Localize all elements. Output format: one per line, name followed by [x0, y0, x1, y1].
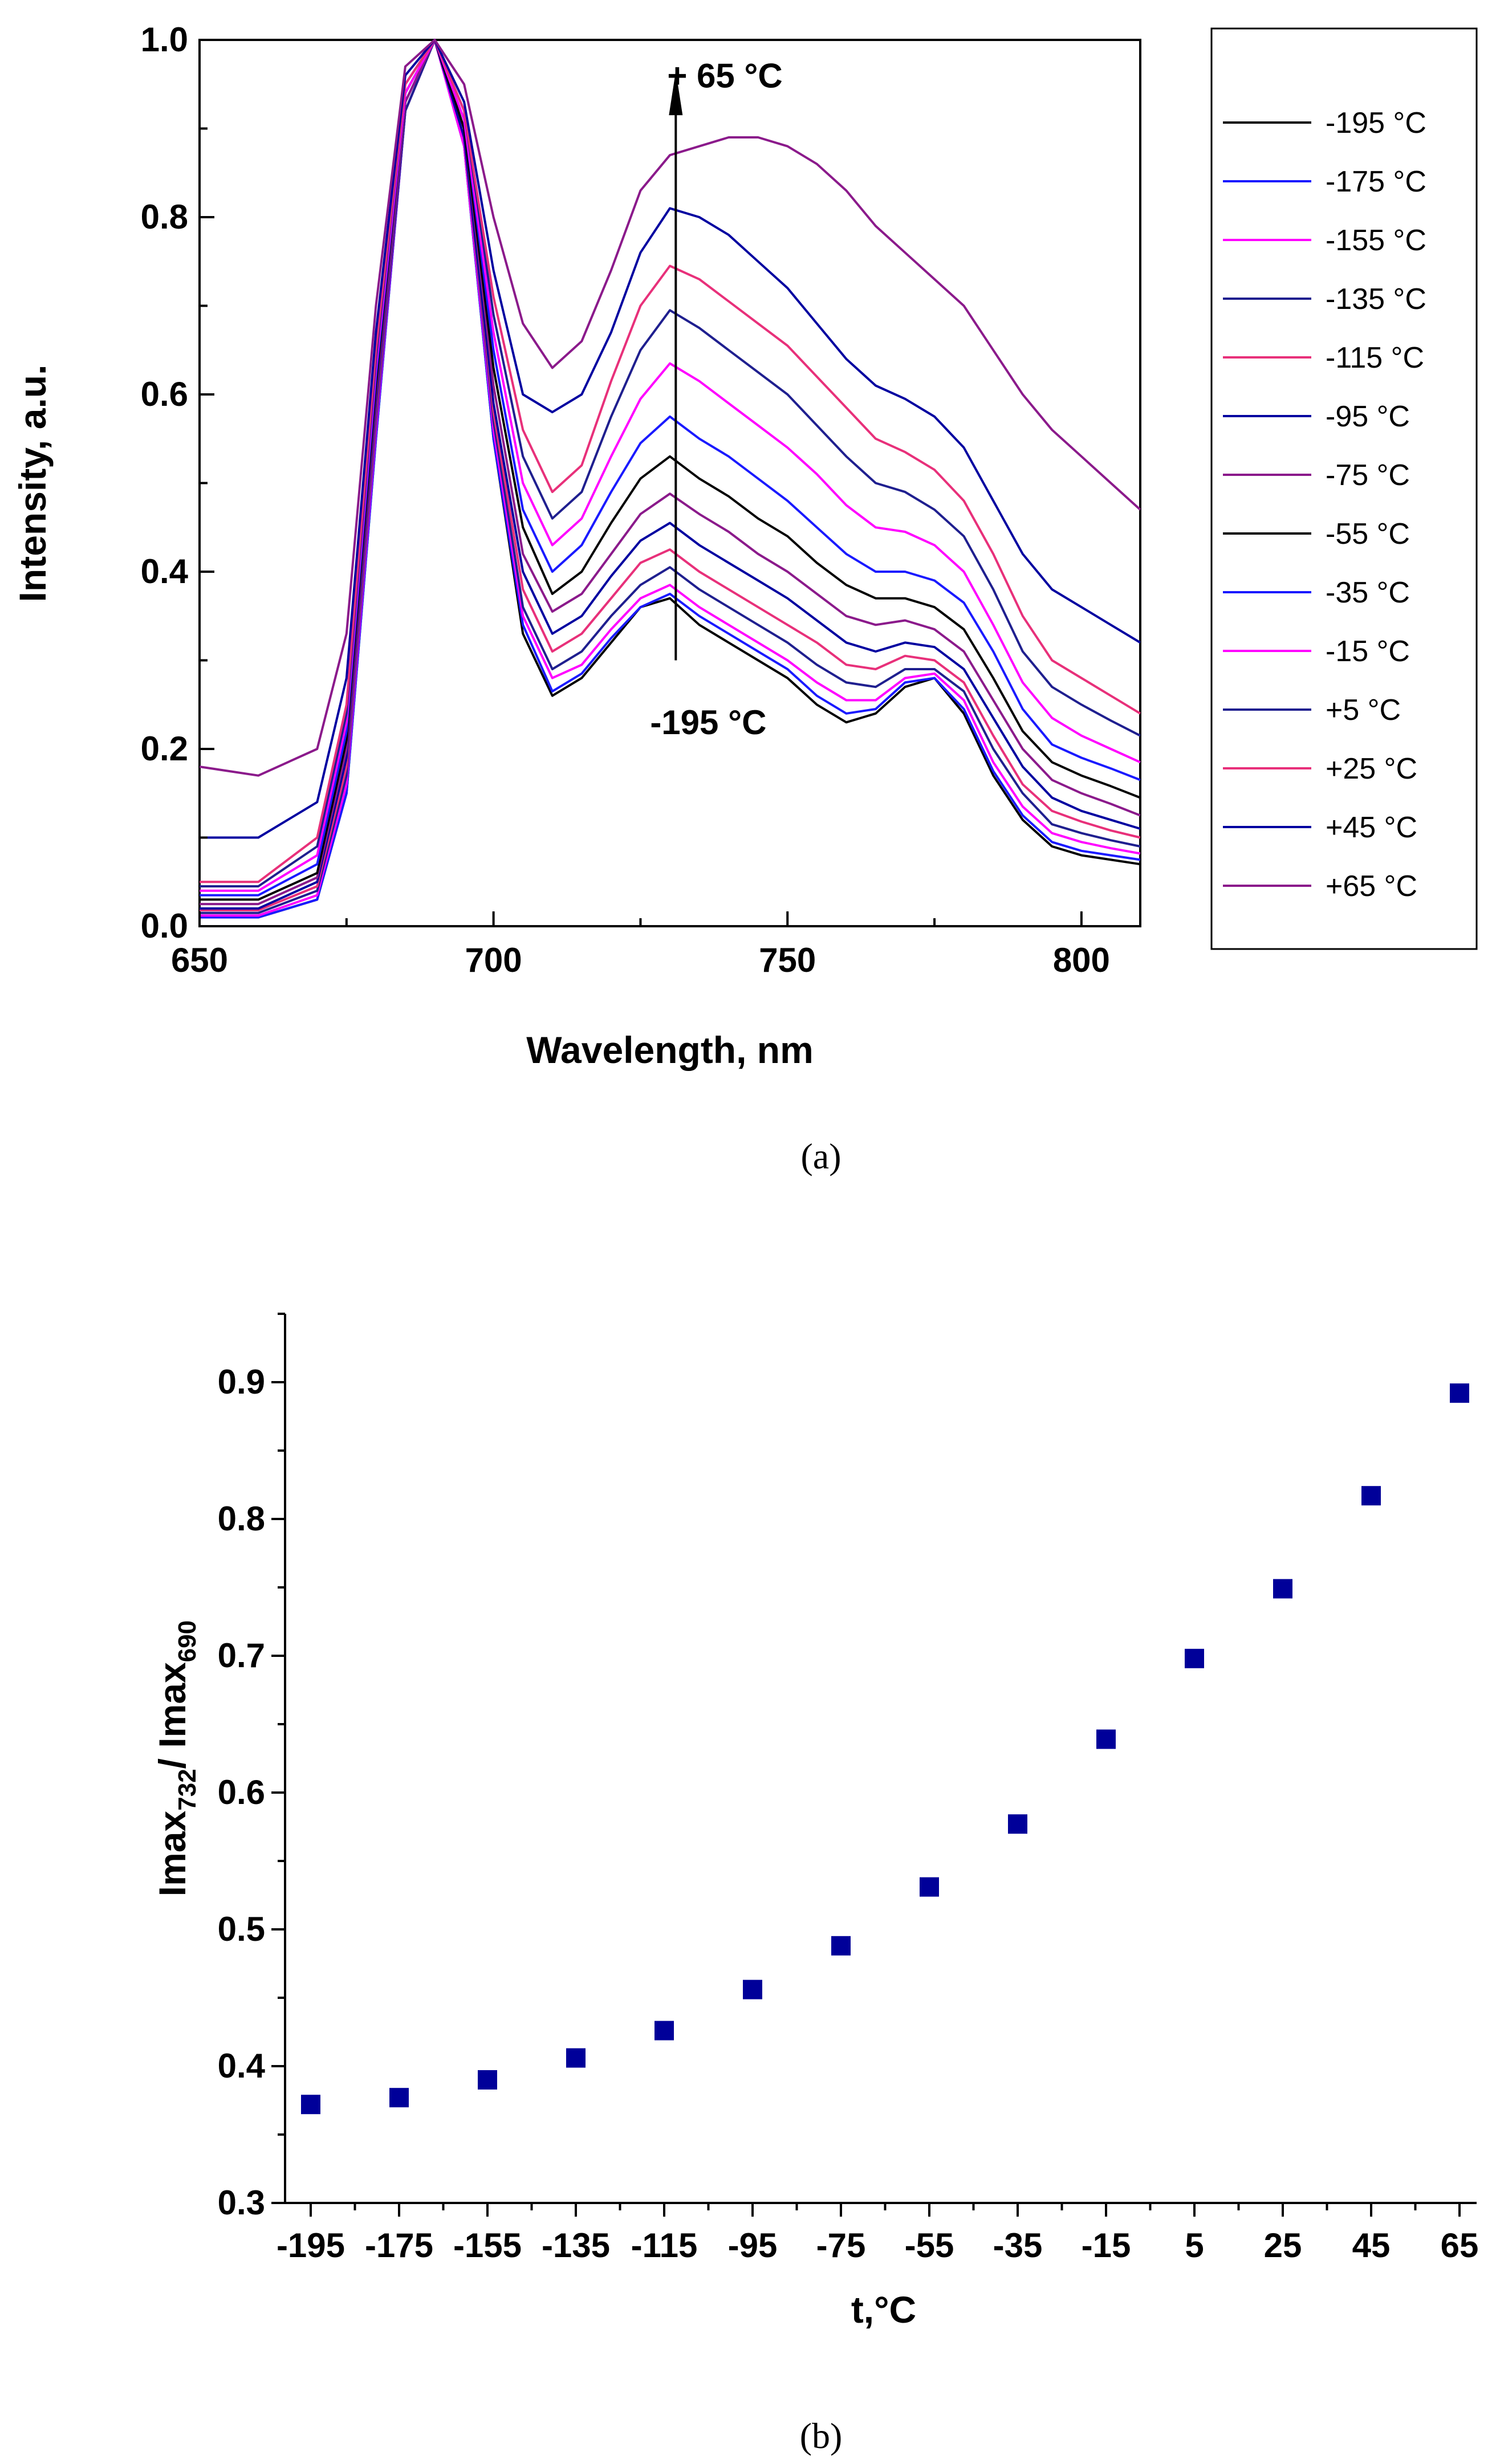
temperature-arrow-head: [669, 71, 683, 116]
panel-b-x-tick-label: -115: [631, 2226, 698, 2265]
panel-b-x-axis-label: t,°C: [851, 2288, 916, 2331]
ylabel-sub1: 732: [173, 1769, 201, 1810]
panel-b-y-axis-label: Imax732/ Imax690: [151, 1620, 201, 1896]
legend-label-5: -95 °C: [1326, 400, 1410, 433]
panel-b-x-tick-label: 65: [1441, 2226, 1479, 2265]
panel-a-y-tick-label: 0.4: [141, 552, 189, 590]
panel-a-x-tick-label: 750: [759, 941, 816, 979]
panel-a-x-tick-label: 650: [171, 941, 228, 979]
panel-a-x-axis-label: Wavelength, nm: [526, 1029, 814, 1071]
panel-b-x-tick-label: -35: [993, 2226, 1043, 2265]
data-point--155: [478, 2070, 497, 2090]
annotation-bottom-label: -195 °C: [650, 703, 766, 742]
panel-b-x-tick-label: -155: [453, 2226, 522, 2265]
legend-label-8: -35 °C: [1326, 576, 1410, 609]
data-point--195: [301, 2095, 320, 2115]
panel-a-y-tick-label: 0.2: [141, 730, 188, 768]
panel-a-y-axis-label: Intensity, a.u.: [11, 365, 54, 602]
panel-a-y-tick-label: 0.0: [141, 907, 188, 945]
legend-label-3: -135 °C: [1326, 283, 1426, 316]
legend-label-4: -115 °C: [1326, 341, 1424, 374]
panel-b-x-tick-label: -175: [365, 2226, 433, 2265]
ylabel-mid: / Imax: [151, 1662, 193, 1769]
data-point-5: [1185, 1648, 1204, 1668]
panel-a-spectra-chart: 650 700 750 800 0.0 0.2 0.4 0.6 0.8 1.0 + 65 °C -…: [11, 21, 1478, 1071]
legend-box: [1210, 27, 1478, 950]
panel-b-ratio-chart: 0.30.40.50.60.70.80.9-195 -175 -155 -135 -11…: [151, 1313, 1479, 2331]
panel-b-x-tick-label: -135: [542, 2226, 610, 2265]
panel-b-x-tick-label: 45: [1352, 2226, 1391, 2265]
panel-b-y-tick-label: 0.8: [218, 1500, 265, 1538]
panel-a-y-tick-label: 0.8: [141, 198, 188, 236]
ylabel-main: Imax: [151, 1810, 193, 1896]
series-line-6: [200, 39, 1141, 906]
data-point--55: [920, 1877, 939, 1897]
panel-b-y-tick-label: 0.6: [218, 1773, 265, 1811]
legend-label-13: +65 °C: [1326, 870, 1417, 903]
panel-a-x-tick-label: 700: [465, 941, 522, 979]
legend-label-0: -195 °C: [1326, 107, 1426, 140]
legend-label-12: +45 °C: [1326, 811, 1417, 844]
data-point-45: [1361, 1486, 1381, 1506]
legend: -195 °C -175 °C -155 °C -135 °C -115 °C -95 °…: [1223, 107, 1426, 903]
data-point-25: [1273, 1579, 1292, 1599]
panel-a-series-group: [199, 39, 1141, 919]
panel-b-y-tick-label: 0.7: [218, 1636, 265, 1675]
panel-b-x-tick-label: -15: [1082, 2226, 1131, 2265]
data-point--35: [1008, 1814, 1027, 1834]
data-point--15: [1096, 1729, 1116, 1749]
data-point--95: [743, 1980, 762, 1999]
panel-a-y-tick-label: 1.0: [141, 21, 188, 59]
caption-b: (b): [800, 2416, 843, 2456]
panel-b-x-tick-label: -195: [277, 2226, 345, 2265]
legend-label-11: +25 °C: [1326, 752, 1417, 785]
legend-label-9: -15 °C: [1326, 635, 1410, 668]
panel-a-y-tick-label: 0.6: [141, 375, 188, 413]
caption-a: (a): [800, 1136, 841, 1176]
series-line-13: [199, 39, 1141, 777]
annotation-top-label: + 65 °C: [667, 56, 782, 95]
panel-a-x-tick-label: 800: [1053, 941, 1110, 979]
panel-b-y-tick-label: 0.3: [218, 2184, 265, 2222]
data-point--75: [831, 1936, 851, 1956]
legend-label-2: -155 °C: [1326, 224, 1426, 257]
data-point--135: [566, 2048, 586, 2068]
panel-b-axes: 0.30.40.50.60.70.80.9-195 -175 -155 -135 -11…: [218, 1313, 1479, 2265]
legend-label-1: -175 °C: [1326, 165, 1426, 198]
panel-b-y-tick-label: 0.5: [218, 1910, 265, 1948]
data-point-65: [1450, 1383, 1469, 1403]
panel-a-annotation: + 65 °C -195 °C: [650, 56, 782, 742]
panel-b-x-tick-label: 5: [1185, 2226, 1204, 2265]
legend-label-6: -75 °C: [1326, 459, 1410, 492]
panel-b-x-tick-label: -55: [905, 2226, 954, 2265]
panel-b-y-tick-label: 0.9: [218, 1363, 265, 1401]
panel-b-points: [301, 1383, 1469, 2115]
data-point--115: [654, 2021, 674, 2041]
panel-a-axes: 650 700 750 800 0.0 0.2 0.4 0.6 0.8 1.0: [141, 21, 1110, 979]
data-point--175: [389, 2088, 409, 2108]
ylabel-sub2: 690: [173, 1620, 201, 1662]
panel-b-y-tick-label: 0.4: [218, 2047, 266, 2085]
panel-b-x-tick-label: -75: [816, 2226, 866, 2265]
legend-label-10: +5 °C: [1326, 694, 1401, 727]
legend-label-7: -55 °C: [1326, 518, 1410, 551]
panel-b-x-tick-label: -95: [728, 2226, 778, 2265]
panel-b-x-tick-label: 25: [1264, 2226, 1302, 2265]
